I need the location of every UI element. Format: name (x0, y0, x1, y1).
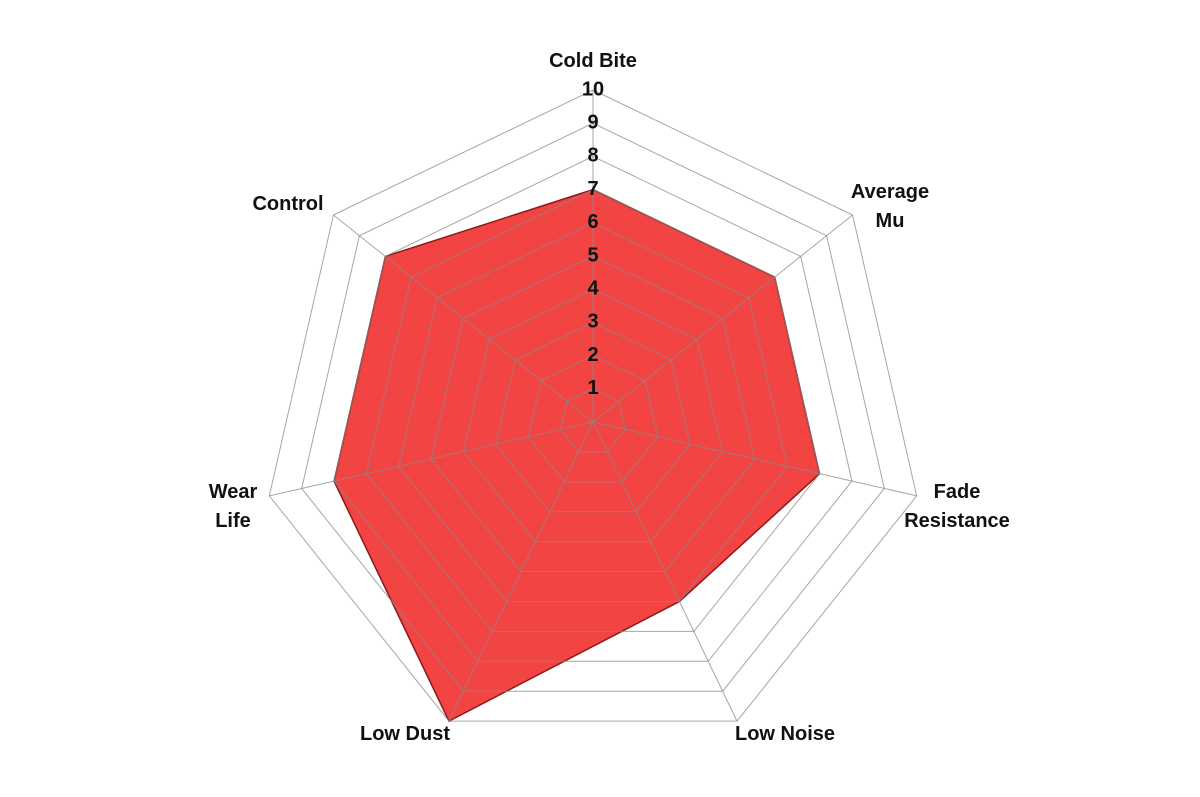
axis-label: Cold Bite (549, 50, 637, 72)
grid-ring (560, 388, 626, 453)
axis-label-line: Control (252, 193, 323, 215)
axis-label: Average Mu (851, 181, 929, 232)
axis-label: Low Noise (735, 723, 835, 745)
axis-label-line: Life (215, 510, 251, 532)
spoke (592, 421, 738, 722)
grid-ring (430, 255, 756, 573)
spoke (592, 214, 853, 423)
grid-ring (527, 355, 659, 483)
r-tick-label: 8 (587, 145, 598, 167)
axis-label-line: Low Noise (735, 723, 835, 745)
axis-label-line: Low Dust (360, 723, 450, 745)
axis-label-line: Average (851, 181, 929, 203)
r-tick-label: 3 (587, 311, 598, 333)
spoke (333, 214, 594, 423)
r-tick-label: 4 (587, 277, 599, 299)
axis-label-line: Cold Bite (549, 50, 637, 72)
grid-ring (268, 89, 918, 722)
axis-label-line: Fade (934, 481, 981, 503)
axis-label: Control (252, 193, 323, 215)
r-tick-label: 1 (587, 377, 598, 399)
spoke (448, 421, 594, 722)
grid-ring (301, 122, 885, 692)
grid-ring (365, 189, 821, 632)
r-tick-label: 10 (582, 78, 604, 100)
r-tick-label: 9 (587, 111, 598, 133)
r-tick-label: 6 (587, 211, 598, 233)
grid-ring (495, 321, 691, 513)
r-tick-label: 7 (587, 178, 598, 200)
grid-ring (398, 222, 788, 602)
spoke (269, 421, 594, 497)
axis-label-line: Mu (876, 210, 905, 232)
grid-ring (462, 288, 724, 543)
r-tick-label: 2 (587, 344, 598, 366)
axis-label: Low Dust (360, 723, 450, 745)
axis-label-line: Resistance (904, 510, 1010, 532)
axis-label: Wear Life (209, 481, 258, 532)
axis-label-line: Wear (209, 481, 258, 503)
r-tick-label: 5 (587, 244, 598, 266)
spoke (592, 421, 917, 497)
axis-label: Fade Resistance (904, 481, 1010, 532)
grid-ring (333, 155, 853, 662)
